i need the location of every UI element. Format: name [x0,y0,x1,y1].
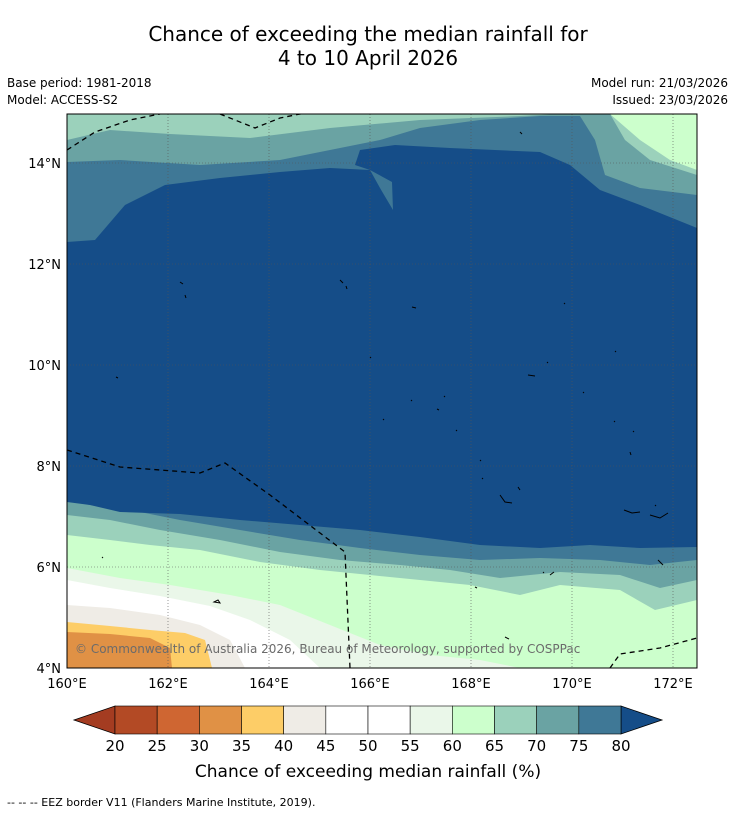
x-tick-label: 164°E [249,677,289,692]
colorbar: 20 25 30 35 40 45 50 55 60 65 70 75 80 [72,705,664,755]
title-line-2: 4 to 10 April 2026 [277,46,459,70]
meta-right: Model run: 21/03/2026 Issued: 23/03/2026 [591,75,728,109]
colorbar-segment [156,705,200,735]
eez-borders [67,114,697,668]
colorbar-tick-label: 50 [358,737,377,755]
colorbar-tick-label: 45 [316,737,335,755]
y-tick-label: 10°N [28,359,61,374]
x-tick-label: 170°E [552,677,592,692]
y-tick-label: 4°N [37,662,62,677]
colorbar-tick-label: 55 [401,737,420,755]
band-deep-blue [67,145,697,548]
colorbar-segment [283,705,327,735]
colorbar-tick-label: 20 [105,737,124,755]
colorbar-tick-label: 25 [148,737,167,755]
colorbar-tick-label: 60 [443,737,462,755]
colorbar-tick-label: 65 [485,737,504,755]
base-period: Base period: 1981-2018 [7,76,152,90]
meta-left: Base period: 1981-2018 Model: ACCESS-S2 [7,75,152,109]
copyright-text: © Commonwealth of Australia 2026, Bureau… [75,642,580,656]
colorbar-tick-label: 70 [527,737,546,755]
band-mint-lower-right [520,626,697,668]
colorbar-segment [409,705,453,735]
colorbar-tick-label: 75 [569,737,588,755]
issued-date: Issued: 23/03/2026 [612,93,728,107]
y-tick-label: 12°N [28,258,61,273]
islands [101,120,697,640]
y-tick-label: 14°N [28,157,61,172]
colorbar-segment [367,705,411,735]
colorbar-segment [114,705,158,735]
colorbar-tick-label: 30 [190,737,209,755]
colorbar-segment [452,705,495,735]
colorbar-segment [578,705,622,735]
x-tick-label: 172°E [653,677,693,692]
x-tick-label: 160°E [47,677,87,692]
map-title: Chance of exceeding the median rainfall … [0,22,736,70]
x-axis: 160°E 162°E 164°E 166°E 168°E 170°E 172°… [47,677,693,692]
colorbar-segment [325,705,369,735]
rainfall-map: © Commonwealth of Australia 2026, Bureau… [28,113,698,755]
colorbar-segment [241,705,284,735]
model-name: Model: ACCESS-S2 [7,93,119,107]
colorbar-tick-label: 40 [274,737,293,755]
colorbar-under-arrow [72,705,116,735]
map-plot-area [67,114,697,668]
model-run: Model run: 21/03/2026 [590,76,728,90]
colorbar-label: Chance of exceeding median rainfall (%) [194,762,542,782]
x-tick-label: 162°E [148,677,188,692]
x-tick-label: 168°E [451,677,491,692]
colorbar-segment [199,705,242,735]
band-orange [67,632,172,668]
band-mint-top-right [610,114,697,170]
x-tick-label: 166°E [350,677,390,692]
colorbar-over-arrow [620,705,664,735]
footer-note: -- -- -- EEZ border V11 (Flanders Marine… [7,796,316,809]
y-axis: 14°N 12°N 10°N 8°N 6°N 4°N [28,157,61,677]
map-frame [66,113,698,669]
colorbar-tick-label: 80 [611,737,630,755]
title-line-1: Chance of exceeding the median rainfall … [148,22,588,46]
colorbar-tick-label: 35 [232,737,251,755]
gridlines [67,114,697,668]
colorbar-segment [494,705,537,735]
colorbar-segment [536,705,580,735]
y-tick-label: 8°N [37,460,62,475]
y-tick-label: 6°N [37,561,62,576]
